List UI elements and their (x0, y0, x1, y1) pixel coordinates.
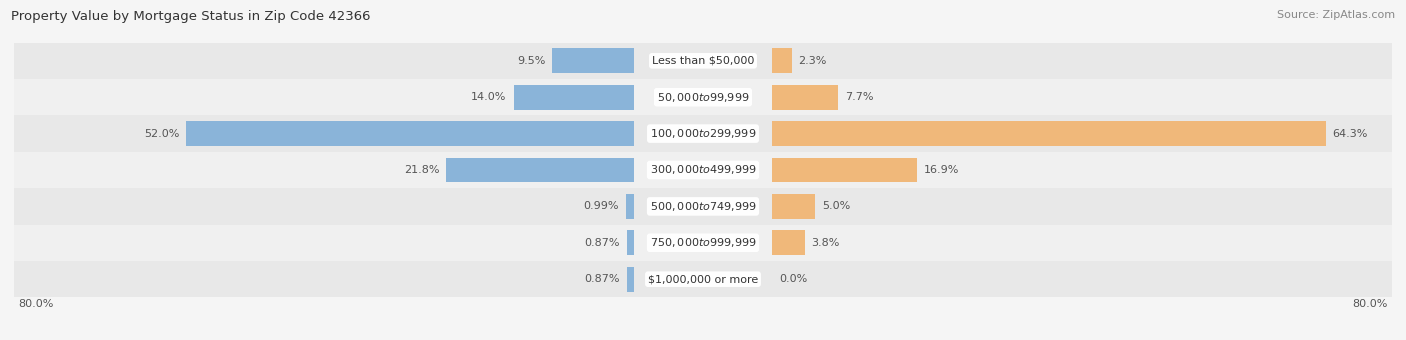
Bar (553, 48, 634, 73)
Bar (186, 121, 634, 146)
Bar (14, 115, 1392, 152)
Text: 0.87%: 0.87% (585, 238, 620, 248)
Text: 64.3%: 64.3% (1333, 129, 1368, 139)
Text: 21.8%: 21.8% (404, 165, 440, 175)
Bar (772, 48, 792, 73)
Bar (627, 231, 634, 255)
Bar (14, 188, 1392, 225)
Text: 9.5%: 9.5% (517, 56, 546, 66)
Text: 16.9%: 16.9% (924, 165, 960, 175)
Text: Property Value by Mortgage Status in Zip Code 42366: Property Value by Mortgage Status in Zip… (11, 10, 371, 23)
Bar (627, 267, 634, 292)
Bar (772, 231, 804, 255)
Text: 80.0%: 80.0% (1353, 299, 1388, 309)
Bar (772, 158, 918, 182)
Text: Source: ZipAtlas.com: Source: ZipAtlas.com (1277, 10, 1395, 20)
Text: 0.87%: 0.87% (585, 274, 620, 284)
Text: $1,000,000 or more: $1,000,000 or more (648, 274, 758, 284)
Text: $100,000 to $299,999: $100,000 to $299,999 (650, 127, 756, 140)
Bar (14, 42, 1392, 79)
Bar (14, 79, 1392, 115)
Bar (14, 225, 1392, 261)
Bar (14, 152, 1392, 188)
Bar (626, 194, 634, 219)
Bar (772, 194, 815, 219)
Bar (446, 158, 634, 182)
Text: 80.0%: 80.0% (18, 299, 53, 309)
Text: $300,000 to $499,999: $300,000 to $499,999 (650, 164, 756, 176)
Text: 52.0%: 52.0% (143, 129, 180, 139)
Bar (772, 85, 838, 109)
Text: 7.7%: 7.7% (845, 92, 873, 102)
Text: 0.99%: 0.99% (583, 201, 619, 211)
Text: $50,000 to $99,999: $50,000 to $99,999 (657, 91, 749, 104)
Text: Less than $50,000: Less than $50,000 (652, 56, 754, 66)
Bar (14, 261, 1392, 298)
Bar (772, 121, 1326, 146)
Text: 2.3%: 2.3% (799, 56, 827, 66)
Bar (513, 85, 634, 109)
Text: 14.0%: 14.0% (471, 92, 506, 102)
Text: $500,000 to $749,999: $500,000 to $749,999 (650, 200, 756, 213)
Text: $750,000 to $999,999: $750,000 to $999,999 (650, 236, 756, 249)
Text: 3.8%: 3.8% (811, 238, 839, 248)
Text: 0.0%: 0.0% (779, 274, 807, 284)
Text: 5.0%: 5.0% (823, 201, 851, 211)
